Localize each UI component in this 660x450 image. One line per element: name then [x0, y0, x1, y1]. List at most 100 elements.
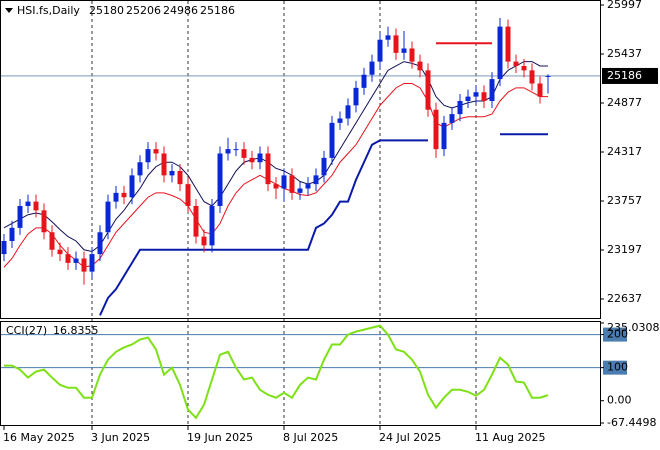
front-layer: 22637 23197 23757 24317 24877 25437 25997 16 Ma… [3, 0, 660, 444]
candle-body [529, 70, 535, 84]
candle-body [297, 188, 303, 193]
candle-body [153, 149, 159, 154]
candle-body [65, 254, 71, 263]
candle-body [289, 175, 295, 193]
price-label-box [602, 67, 658, 84]
candle-body [217, 153, 223, 206]
candle-body [425, 70, 431, 110]
back-layer [1, 1, 627, 425]
candle-body [257, 153, 263, 163]
y-tick-label: 235.0308 [607, 321, 660, 334]
candle-body [449, 114, 455, 123]
candle-body [233, 149, 239, 151]
candle-body [441, 122, 447, 150]
mark-layer [1, 17, 551, 420]
candle-body [57, 249, 63, 255]
candle-body [193, 205, 199, 237]
y-tick-label: 25997 [607, 0, 642, 11]
candle-body [521, 65, 527, 71]
candle-body [201, 236, 207, 246]
candle-body [497, 26, 503, 80]
candle-body [337, 118, 343, 123]
cci-value: 16.8355 [53, 324, 99, 337]
candle-body [273, 184, 279, 189]
candle-body [73, 258, 79, 263]
x-tick-label: 3 Jun 2025 [91, 431, 150, 444]
candle-body [321, 157, 327, 176]
y-tick-label: 23757 [607, 194, 642, 207]
candle-body [137, 162, 143, 176]
level-label-box [603, 327, 627, 342]
candle-body [313, 175, 319, 185]
candle-body [17, 205, 23, 228]
candle-body [249, 157, 255, 163]
candle-body [417, 61, 423, 71]
candle-body [33, 201, 39, 211]
candle-body [129, 175, 135, 198]
ohlc-high: 25206 [126, 4, 161, 17]
candle-body [41, 210, 47, 233]
candle-body [145, 149, 151, 163]
x-tick-label: 19 Jun 2025 [187, 431, 253, 444]
candle-body [225, 149, 231, 154]
candle-body [409, 48, 415, 62]
candle-body [369, 61, 375, 75]
candle-body [177, 170, 183, 185]
menu-arrow [5, 8, 13, 13]
x-tick-label: 16 May 2025 [3, 431, 75, 444]
candle-body [161, 153, 167, 176]
candle-body [113, 192, 119, 202]
candle-body [537, 83, 543, 97]
candle-body [25, 201, 31, 206]
y-tick-label: 23197 [607, 243, 642, 256]
x-tick-label: 11 Aug 2025 [475, 431, 545, 444]
x-tick-label: 24 Jul 2025 [379, 431, 441, 444]
candle-body [481, 92, 487, 101]
candle-body [185, 184, 191, 206]
candle-body [385, 35, 391, 40]
candle-body [473, 92, 479, 97]
ohlc-low: 24986 [163, 4, 198, 17]
candle-body [9, 227, 15, 241]
candle-body [81, 258, 87, 272]
indicator-line [99, 139, 428, 316]
candle-body [545, 75, 551, 77]
candle-body [345, 105, 351, 119]
candle-body [401, 48, 407, 53]
x-tick-label: 8 Jul 2025 [283, 431, 338, 444]
chart-title: HSI.fs,Daily [17, 4, 80, 17]
candle-body [241, 149, 247, 158]
candle-body [505, 26, 511, 62]
candle-body [169, 170, 175, 176]
ohlc-close: 25186 [200, 4, 235, 17]
y-tick-label: 0.00 [607, 394, 632, 407]
level-label-box [603, 360, 627, 375]
candle-body [513, 61, 519, 66]
indicator-line [3, 61, 548, 253]
y-tick-label: 100 [607, 361, 628, 374]
candle-body [89, 254, 95, 272]
candle-body [353, 87, 359, 106]
candle-body [97, 232, 103, 255]
candle-body [457, 100, 463, 115]
y-tick-label: 24317 [607, 145, 642, 158]
candle-body [121, 192, 127, 198]
main-frame [0, 0, 601, 319]
candle-body [361, 74, 367, 88]
candle-body [305, 184, 311, 189]
candle-body [489, 79, 495, 101]
y-tick-label: 200 [607, 328, 628, 341]
y-tick-label: -67.4498 [607, 416, 656, 429]
candle-body [265, 153, 271, 185]
candle-body [433, 109, 439, 150]
y-tick-label: 22637 [607, 292, 642, 305]
candle-body [209, 205, 215, 246]
candle-body [105, 201, 111, 233]
y-tick-label: 25437 [607, 47, 642, 60]
candle-body [329, 122, 335, 158]
candle-body [377, 39, 383, 62]
cci-title: CCI(27) [6, 324, 47, 337]
price-label: 25186 [607, 69, 642, 82]
